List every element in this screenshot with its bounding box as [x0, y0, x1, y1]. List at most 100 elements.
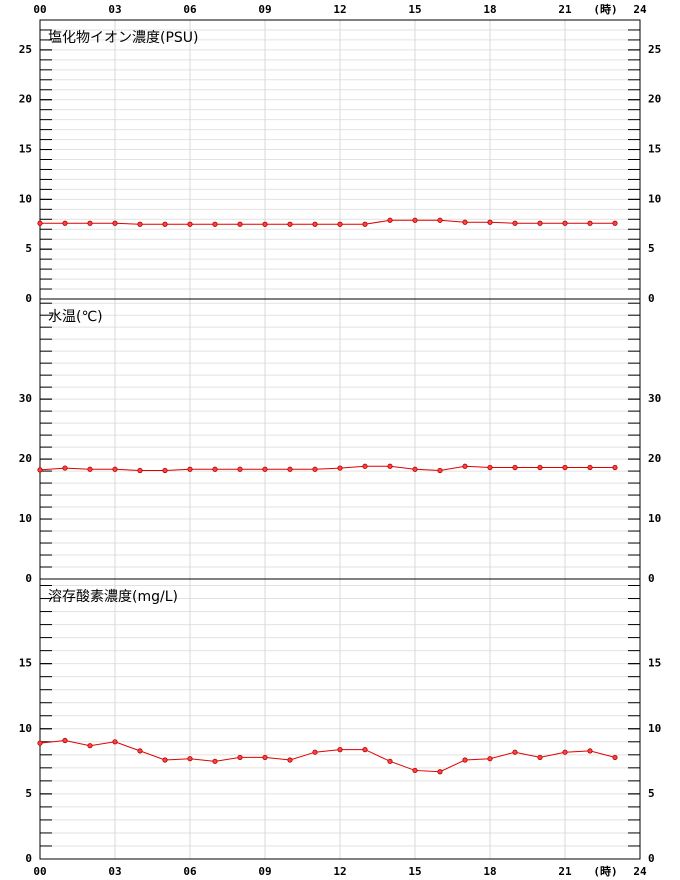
data-point: [562, 464, 568, 471]
data-point: [462, 757, 468, 763]
data-point: [287, 221, 293, 227]
y-tick-label: 20: [19, 93, 32, 106]
data-point: [212, 466, 218, 472]
data-point: [462, 219, 468, 225]
x-tick-label-bottom: 00: [33, 865, 46, 878]
data-point: [112, 739, 118, 745]
x-tick-label-top: 00: [33, 3, 46, 16]
data-point: [437, 769, 443, 775]
data-point: [612, 754, 618, 761]
data-point: [137, 467, 143, 474]
data-point: [437, 217, 443, 223]
data-point: [287, 757, 293, 763]
data-point: [487, 756, 493, 762]
data-point: [612, 464, 618, 471]
data-point: [62, 465, 68, 471]
data-point: [362, 463, 368, 469]
panel-frame: [39, 578, 641, 860]
x-tick-label-top: 21: [558, 3, 572, 16]
data-point: [87, 220, 93, 226]
y-tick-label-right: 10: [648, 192, 661, 205]
x-tick-label-top: 12: [333, 3, 346, 16]
y-tick-label: 15: [19, 143, 32, 156]
data-point: [462, 463, 468, 469]
y-tick-label: 10: [19, 722, 32, 735]
x-tick-label-top: 09: [258, 3, 271, 16]
panel-title: 水温(℃): [48, 309, 103, 325]
data-point: [187, 756, 193, 762]
y-tick-label-right: 5: [648, 242, 655, 255]
data-point: [62, 220, 68, 226]
y-tick-label: 20: [19, 452, 32, 465]
data-point: [362, 221, 368, 227]
data-point: [387, 463, 393, 469]
data-point: [512, 464, 518, 471]
data-point: [562, 220, 568, 226]
y-tick-label: 15: [19, 657, 32, 670]
data-point: [512, 749, 518, 755]
x-tick-label-bottom: 15: [408, 865, 421, 878]
data-point: [487, 219, 493, 225]
x-tick-label-bottom: 21: [558, 865, 572, 878]
x-tick-label-bottom: 18: [483, 865, 496, 878]
data-point: [162, 467, 168, 474]
data-point: [237, 754, 243, 761]
data-point: [162, 757, 168, 763]
data-line: [39, 465, 615, 471]
data-point: [537, 754, 543, 761]
data-point: [187, 466, 193, 472]
y-tick-label: 10: [19, 192, 32, 205]
data-point: [562, 749, 568, 755]
y-tick-label-right: 0: [648, 852, 655, 865]
data-point: [112, 466, 118, 472]
y-tick-label-right: 15: [648, 143, 661, 156]
y-tick-label: 30: [19, 392, 32, 405]
data-point: [537, 464, 543, 471]
x-tick-label-bottom: 24: [633, 865, 647, 878]
data-point: [312, 466, 318, 472]
x-tick-label-top: 24: [633, 3, 647, 16]
x-tick-label-top: 18: [483, 3, 496, 16]
y-tick-label-right: 10: [648, 722, 661, 735]
x-tick-label-top: 03: [108, 3, 121, 16]
x-unit-bottom: (時): [593, 864, 617, 878]
data-point: [587, 748, 593, 754]
data-point: [412, 466, 418, 472]
data-point: [37, 220, 43, 226]
data-point: [262, 466, 268, 472]
x-tick-label-bottom: 06: [183, 865, 197, 878]
data-point: [187, 221, 193, 227]
y-tick-label: 0: [25, 292, 32, 305]
data-point: [362, 747, 368, 753]
data-point: [312, 749, 318, 755]
y-tick-label-right: 10: [648, 512, 661, 525]
x-tick-label-bottom: 03: [108, 865, 121, 878]
data-point: [87, 743, 93, 749]
data-point: [412, 767, 418, 774]
data-point: [487, 464, 493, 471]
data-point: [262, 754, 268, 761]
data-point: [312, 221, 318, 227]
data-point: [62, 737, 68, 744]
data-point: [387, 758, 393, 764]
x-unit-top: (時): [593, 2, 617, 16]
data-point: [587, 220, 593, 226]
y-tick-label-right: 0: [648, 572, 655, 585]
data-point: [87, 466, 93, 472]
data-point: [37, 740, 43, 746]
data-point: [387, 217, 393, 223]
y-tick-label-right: 20: [648, 452, 661, 465]
y-tick-label: 5: [25, 242, 32, 255]
data-point: [137, 221, 143, 227]
data-point: [412, 217, 418, 223]
y-tick-label: 0: [25, 852, 32, 865]
x-tick-label-bottom: 09: [258, 865, 271, 878]
data-point: [337, 221, 343, 227]
y-tick-label: 0: [25, 572, 32, 585]
panel-title: 塩化物イオン濃度(PSU): [48, 30, 199, 46]
data-point: [212, 221, 218, 227]
data-point: [612, 220, 618, 226]
y-tick-label-right: 15: [648, 657, 661, 670]
data-line: [40, 219, 615, 225]
